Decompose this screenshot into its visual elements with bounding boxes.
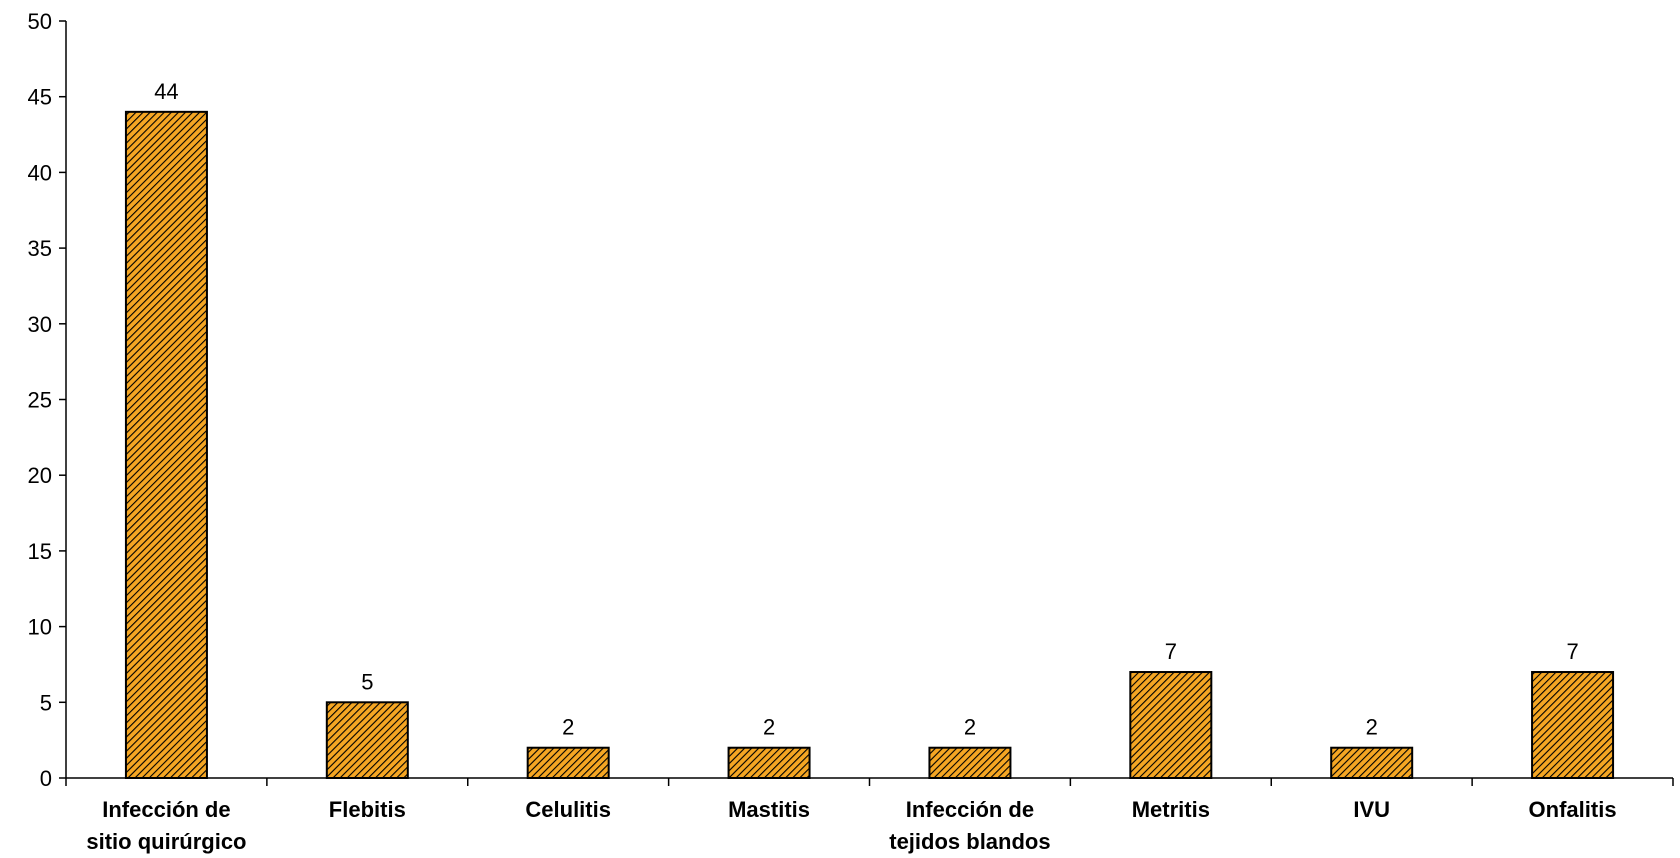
data-label: 2 <box>763 715 775 740</box>
x-tick-label: Metritis <box>1132 797 1210 822</box>
x-tick-label: sitio quirúrgico <box>86 829 246 854</box>
data-label: 2 <box>1366 715 1378 740</box>
bar <box>526 746 610 779</box>
bar <box>1330 746 1414 779</box>
y-tick-label: 35 <box>28 236 52 261</box>
bar <box>727 746 811 779</box>
x-tick-label: Onfalitis <box>1529 797 1617 822</box>
x-tick-label: Infección de <box>102 797 230 822</box>
x-tick-label: tejidos blandos <box>889 829 1050 854</box>
y-tick-label: 5 <box>40 690 52 715</box>
y-tick-label: 20 <box>28 463 52 488</box>
data-label: 2 <box>964 715 976 740</box>
x-tick-label: Infección de <box>906 797 1034 822</box>
x-tick-label: IVU <box>1353 797 1390 822</box>
data-label: 7 <box>1566 639 1578 664</box>
y-tick-label: 45 <box>28 85 52 110</box>
data-label: 5 <box>361 669 373 694</box>
data-label: 2 <box>562 715 574 740</box>
x-tick-label: Mastitis <box>728 797 810 822</box>
data-label: 44 <box>154 79 178 104</box>
y-tick-label: 0 <box>40 766 52 791</box>
y-tick-label: 10 <box>28 615 52 640</box>
bar <box>1531 671 1615 780</box>
y-tick-label: 15 <box>28 539 52 564</box>
y-tick-label: 25 <box>28 388 52 413</box>
y-tick-label: 50 <box>28 9 52 34</box>
bar <box>124 110 208 779</box>
x-tick-label: Celulitis <box>525 797 611 822</box>
y-tick-label: 40 <box>28 160 52 185</box>
bar <box>325 701 409 779</box>
data-label: 7 <box>1165 639 1177 664</box>
y-tick-label: 30 <box>28 312 52 337</box>
bar <box>928 746 1012 779</box>
bar <box>1129 671 1213 780</box>
x-tick-label: Flebitis <box>329 797 406 822</box>
